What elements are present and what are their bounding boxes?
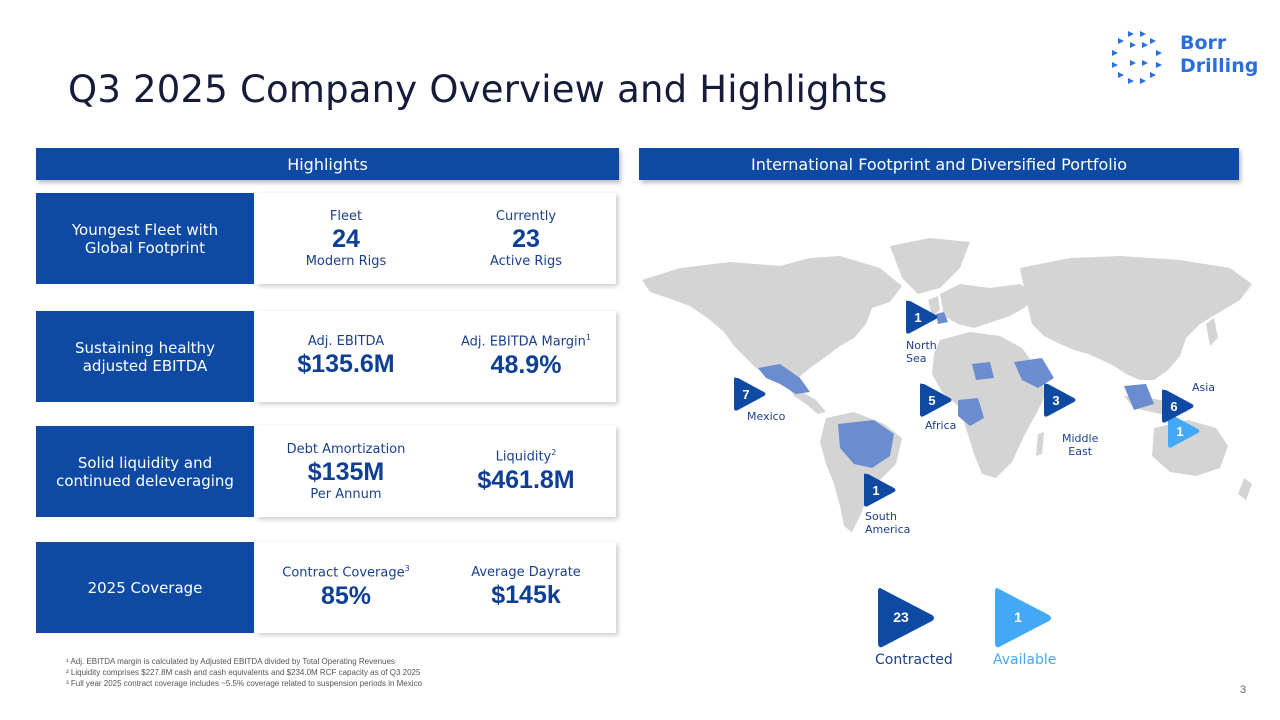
borr-drilling-logo: Borr Drilling — [1108, 28, 1258, 86]
metric-average-dayrate: Average Dayrate $145k — [436, 542, 616, 633]
metric-liquidity: Liquidity2 $461.8M — [436, 426, 616, 517]
map-asia — [1020, 256, 1252, 380]
marker-asia-available: 1 — [1166, 413, 1202, 449]
region-label-asia: Asia — [1192, 381, 1216, 394]
region-label-middle-east: Middle East — [1062, 432, 1099, 458]
map-highlight-west-africa — [958, 398, 984, 426]
map-uk — [928, 296, 940, 316]
marker-middle-east: 3 — [1042, 382, 1078, 418]
metric-contract-coverage: Contract Coverage3 85% — [256, 542, 436, 633]
footnote: ¹ Adj. EBITDA margin is calculated by Ad… — [66, 657, 395, 666]
footnote-ref: 2 — [551, 448, 557, 458]
marker-north-sea: 1 — [904, 299, 940, 335]
footnote-ref: 1 — [585, 333, 591, 343]
footnote: ² Liquidity comprises $227.8M cash and c… — [66, 668, 421, 677]
row-card-fleet: Fleet 24 Modern Rigs Currently 23 Active… — [256, 193, 616, 284]
marker-asia: 6 — [1160, 388, 1196, 424]
region-label-mexico: Mexico — [747, 410, 786, 423]
region-label-north-sea: North Sea — [906, 339, 937, 365]
map-highlight-north-sea — [936, 312, 948, 324]
row-label-ebitda: Sustaining healthy adjusted EBITDA — [36, 311, 254, 402]
metric-label: Liquidity2 — [495, 448, 557, 465]
legend-contracted-marker: 23 — [876, 586, 938, 652]
legend-available-marker: 1 — [993, 586, 1055, 652]
map-highlight-north-africa — [972, 362, 994, 380]
world-map — [642, 238, 1252, 532]
metric-active-rigs: Currently 23 Active Rigs — [436, 193, 616, 284]
row-label-coverage: 2025 Coverage — [36, 542, 254, 633]
metric-label: Adj. EBITDA — [307, 334, 385, 349]
map-highlight-mexico — [758, 364, 810, 394]
map-madagascar — [1036, 432, 1044, 456]
metric-fleet: Fleet 24 Modern Rigs — [256, 193, 436, 284]
logo-text-line1: Borr — [1180, 32, 1227, 54]
map-highlight-middle-east — [1014, 358, 1054, 388]
metric-label: Currently — [495, 208, 557, 224]
legend-available-label: Available — [993, 652, 1057, 668]
metric-value: 24 — [332, 224, 360, 253]
map-highlight-brazil — [838, 420, 894, 468]
map-europe — [940, 284, 1036, 328]
metric-value: $135M — [307, 457, 385, 486]
marker-south-america: 1 — [862, 472, 898, 508]
footnote: ³ Full year 2025 contract coverage inclu… — [66, 679, 422, 688]
map-new-zealand — [1238, 478, 1252, 500]
highlights-header: Highlights — [36, 148, 619, 180]
metric-label: Fleet — [329, 208, 363, 224]
metric-sub: Per Annum — [310, 486, 382, 502]
footprint-header: International Footprint and Diversified … — [639, 148, 1239, 180]
metric-value: $145k — [491, 581, 561, 609]
row-label-liquidity: Solid liquidity and continued deleveragi… — [36, 426, 254, 517]
metric-adj-ebitda: Adj. EBITDA $135.6M — [256, 311, 436, 402]
row-card-liquidity: Debt Amortization $135M Per Annum Liquid… — [256, 426, 616, 517]
metric-sub: Modern Rigs — [305, 253, 387, 269]
metric-label: Adj. EBITDA Margin1 — [460, 333, 591, 350]
metric-ebitda-margin: Adj. EBITDA Margin1 48.9% — [436, 311, 616, 402]
metric-value: $461.8M — [477, 465, 575, 494]
logo-mark-icon — [1112, 31, 1162, 84]
logo-text-line2: Drilling — [1180, 55, 1259, 77]
marker-mexico: 7 — [732, 376, 768, 412]
map-japan — [1206, 318, 1218, 346]
region-label-south-america: South America — [865, 510, 911, 536]
metric-sub: Active Rigs — [489, 253, 562, 269]
footnotes: ¹ Adj. EBITDA margin is calculated by Ad… — [66, 656, 422, 689]
map-greenland — [890, 238, 970, 294]
page-title: Q3 2025 Company Overview and Highlights — [68, 68, 888, 111]
metric-value: $135.6M — [297, 350, 395, 378]
metric-label: Average Dayrate — [471, 565, 581, 580]
page-number: 3 — [1240, 684, 1247, 696]
legend-contracted-label: Contracted — [875, 652, 953, 668]
metric-value: 23 — [512, 224, 540, 253]
footnote-ref: 3 — [404, 564, 410, 574]
metric-debt-amortization: Debt Amortization $135M Per Annum — [256, 426, 436, 517]
metric-value: 48.9% — [490, 350, 562, 379]
row-card-ebitda: Adj. EBITDA $135.6M Adj. EBITDA Margin1 … — [256, 311, 616, 402]
region-label-africa: Africa — [925, 419, 957, 432]
row-card-coverage: Contract Coverage3 85% Average Dayrate $… — [256, 542, 616, 633]
metric-label: Debt Amortization — [286, 441, 406, 457]
map-north-america — [642, 256, 902, 386]
row-label-fleet: Youngest Fleet with Global Footprint — [36, 193, 254, 284]
marker-africa: 5 — [918, 382, 954, 418]
metric-label: Contract Coverage3 — [282, 564, 410, 581]
map-highlight-asia — [1124, 384, 1154, 410]
metric-value: 85% — [320, 581, 372, 610]
